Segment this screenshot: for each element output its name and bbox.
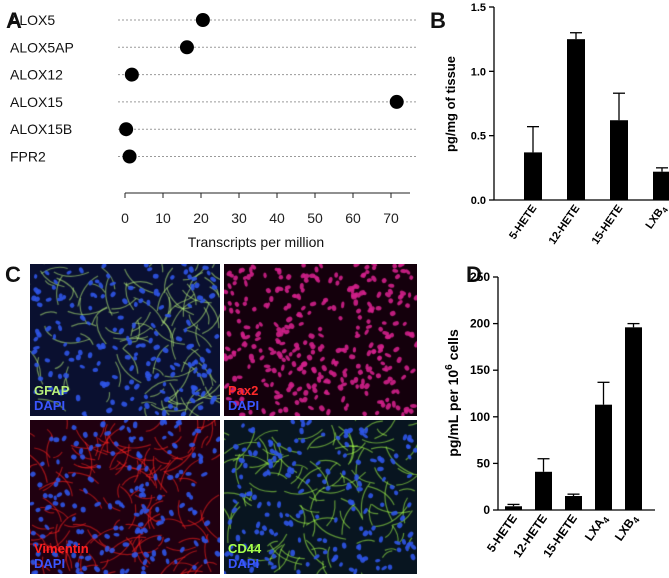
bar-12-hete <box>535 471 552 510</box>
micrograph-pax2-label-1: Pax2 <box>228 383 259 398</box>
micrograph-cd44-label-2: DAPI <box>228 556 260 571</box>
dot-alox5 <box>195 13 210 27</box>
micrograph-pax2: Pax2 DAPI <box>224 264 417 416</box>
bar-lxa4 <box>595 404 612 510</box>
y-tick-label-150: 150 <box>470 363 490 377</box>
panel-label-a: A <box>6 8 22 33</box>
x-tick-label-12-hete: 12-HETE <box>547 203 583 247</box>
chart-b-bar-chart: 0.0 0.5 1.0 1.5 5-HETE 12-HETE 15-HETE LXB4 pg/m… <box>443 2 669 247</box>
bar-lxb4 <box>625 327 642 510</box>
x-tick-label-15-hete: 15-HETE <box>590 203 626 247</box>
micrograph-vimentin: Vimentin DAPI <box>30 420 220 574</box>
bar-15-hete <box>565 496 582 510</box>
dot-alox15b <box>119 122 134 137</box>
y-tick-label-200: 200 <box>470 317 490 331</box>
dot-fpr2 <box>122 149 137 164</box>
x-tick-label-lxb4: LXB4 <box>612 512 642 545</box>
panel-label-c: C <box>5 262 21 287</box>
panel-label-d: D <box>466 262 482 287</box>
x-tick-label-lxa4: LXA4 <box>582 512 612 545</box>
bar-15-hete <box>610 120 628 200</box>
y-axis-title: pg/mg of tissue <box>443 56 458 152</box>
x-tick-label-5-hete: 5-HETE <box>507 203 539 242</box>
x-tick-label-60: 60 <box>345 210 361 226</box>
x-tick-label-40: 40 <box>269 210 285 226</box>
micrograph-gfap-label-1: GFAP <box>34 383 70 398</box>
x-axis-title: Transcripts per million <box>188 234 324 250</box>
category-label-alox15b: ALOX15B <box>10 121 72 137</box>
y-tick-label-0.0: 0.0 <box>471 195 486 207</box>
y-tick-label-1.5: 1.5 <box>471 2 486 14</box>
dot-alox15 <box>389 94 404 109</box>
bar-5-hete <box>505 506 522 510</box>
dot-alox5ap <box>179 40 194 55</box>
category-label-alox12: ALOX12 <box>10 67 63 83</box>
y-tick-label-0.5: 0.5 <box>471 131 486 143</box>
micrograph-cd44: CD44 DAPI <box>224 420 417 574</box>
micrograph-vimentin-label-1: Vimentin <box>34 541 89 556</box>
y-tick-label-250: 250 <box>470 270 490 284</box>
y-tick-label-100: 100 <box>470 410 490 424</box>
x-tick-label-20: 20 <box>193 210 209 226</box>
x-tick-label-0: 0 <box>121 210 129 226</box>
bar-lxb4 <box>653 171 669 200</box>
x-tick-label-10: 10 <box>155 210 171 226</box>
category-label-alox5: ALOX5 <box>10 12 55 28</box>
y-axis-title: pg/mL per 106 cells <box>444 329 461 457</box>
micrograph-cd44-label-1: CD44 <box>228 541 262 556</box>
micrograph-vimentin-label-2: DAPI <box>34 556 66 571</box>
x-tick-label-30: 30 <box>231 210 247 226</box>
micrograph-gfap: GFAP DAPI <box>30 264 220 416</box>
chart-a-dot-plot: ALOX5 ALOX5AP ALOX12 ALOX15 ALOX15B FPR2 0 10 20… <box>10 12 418 250</box>
dot-alox12 <box>124 67 139 82</box>
micrograph-gfap-label-2: DAPI <box>34 398 66 413</box>
y-tick-label-50: 50 <box>477 456 491 470</box>
x-tick-label-lxb4: LXB4 <box>643 202 669 232</box>
y-tick-label-0: 0 <box>483 503 490 517</box>
bar-5-hete <box>524 152 542 200</box>
category-label-alox5ap: ALOX5AP <box>10 39 74 55</box>
micrograph-pax2-label-2: DAPI <box>228 398 260 413</box>
x-tick-label-70: 70 <box>383 210 399 226</box>
y-tick-label-1.0: 1.0 <box>471 66 486 78</box>
x-tick-label-50: 50 <box>307 210 323 226</box>
category-label-alox15: ALOX15 <box>10 94 63 110</box>
panel-label-b: B <box>430 8 446 33</box>
bar-12-hete <box>567 39 585 200</box>
category-label-fpr2: FPR2 <box>10 149 46 165</box>
